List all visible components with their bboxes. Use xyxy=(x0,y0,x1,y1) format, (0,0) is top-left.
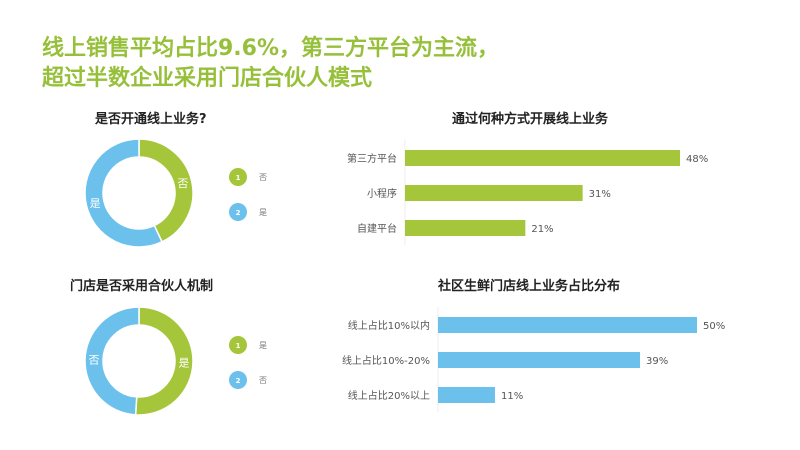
bar1-title: 通过何种方式开展线上业务 xyxy=(452,112,609,127)
bar xyxy=(438,317,697,333)
title-line-1: 线上销售平均占比9.6%，第三方平台为主流， xyxy=(42,36,500,61)
data-label: 48% xyxy=(686,154,708,165)
title-line-2: 超过半数企业采用门店合伙人模式 xyxy=(42,66,373,91)
donut-slice-否 xyxy=(84,306,140,416)
bar xyxy=(405,185,583,201)
bar xyxy=(438,352,641,368)
legend-number: 1 xyxy=(236,342,241,350)
data-label: 39% xyxy=(646,356,668,367)
category-label: 自建平台 xyxy=(357,222,397,235)
slice-label: 否 xyxy=(89,354,100,367)
category-label: 第三方平台 xyxy=(347,152,397,165)
slice-label: 否 xyxy=(177,177,188,190)
slice-label: 是 xyxy=(178,356,189,369)
data-label: 11% xyxy=(501,391,523,402)
legend-number: 2 xyxy=(236,209,241,217)
bar xyxy=(405,150,681,166)
legend-label: 否 xyxy=(259,173,267,182)
legend-label: 否 xyxy=(259,376,267,385)
legend-number: 1 xyxy=(236,174,241,182)
donut-slice-是 xyxy=(134,306,194,416)
donut-slice-否 xyxy=(138,138,194,243)
category-label: 线上占比10%-20% xyxy=(342,354,430,367)
slide-title: 线上销售平均占比9.6%，第三方平台为主流， 超过半数企业采用门店合伙人模式 xyxy=(42,34,499,94)
bar xyxy=(438,387,495,403)
category-label: 线上占比20%以上 xyxy=(348,389,430,402)
data-label: 21% xyxy=(531,224,553,235)
legend-marker xyxy=(229,203,247,221)
slice-label: 是 xyxy=(90,197,101,210)
legend-number: 2 xyxy=(236,377,241,385)
category-label: 小程序 xyxy=(367,187,397,200)
donut2-title: 门店是否采用合伙人机制 xyxy=(70,279,214,294)
legend-marker xyxy=(229,371,247,389)
legend-marker xyxy=(229,336,247,354)
donut1-title: 是否开通线上业务? xyxy=(95,112,207,127)
legend-marker xyxy=(229,168,247,186)
bar2-title: 社区生鲜门店线上业务占比分布 xyxy=(438,279,621,294)
data-label: 50% xyxy=(703,321,725,332)
data-label: 31% xyxy=(589,189,611,200)
category-label: 线上占比10%以内 xyxy=(348,319,430,332)
donut-slice-是 xyxy=(84,138,163,248)
legend-label: 是 xyxy=(259,341,267,350)
legend-label: 是 xyxy=(259,208,267,217)
bar xyxy=(405,220,526,236)
